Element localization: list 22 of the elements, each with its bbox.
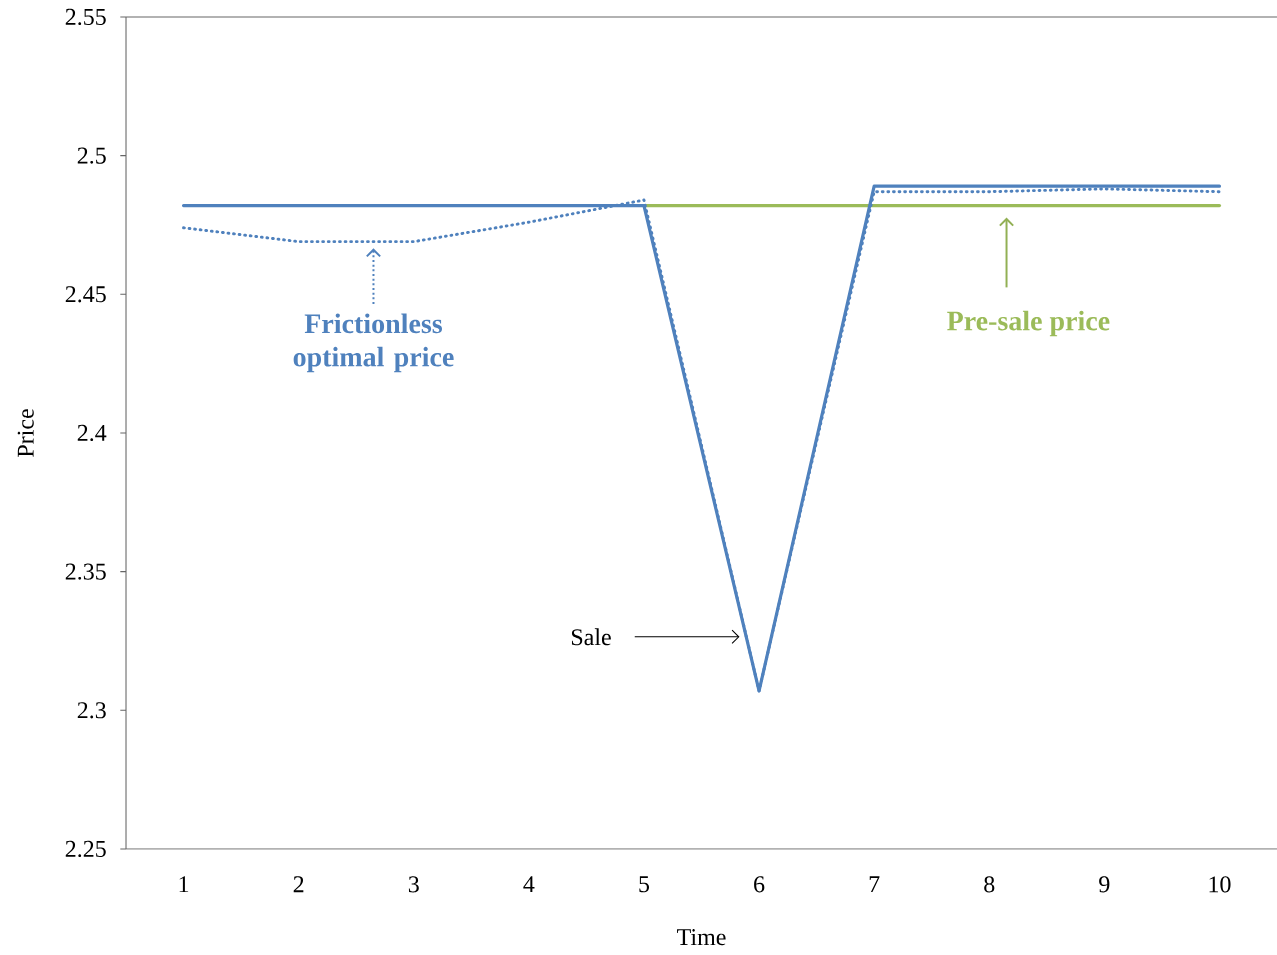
x-tick-label: 2 (293, 876, 304, 893)
x-axis-title: Time (677, 929, 726, 946)
y-tick-label: 2.35 (65, 563, 106, 580)
x-tick-label: 6 (754, 876, 765, 893)
x-tick-label: 9 (1099, 876, 1110, 893)
y-axis-title: Price (17, 409, 34, 457)
x-tick-label: 10 (1209, 876, 1231, 893)
annotation: Sale (571, 628, 611, 646)
x-tick-label: 5 (639, 876, 650, 893)
x-tick-label: 4 (523, 876, 535, 893)
y-tick-label: 2.25 (65, 840, 106, 858)
y-tick-label: 2.5 (77, 147, 106, 164)
y-tick-label: 2.3 (77, 702, 106, 719)
x-tick-label: 7 (869, 876, 880, 892)
x-tick-label: 3 (408, 876, 419, 893)
x-tick-label: 1 (179, 876, 189, 893)
annotation: Pre-sale price (947, 310, 1110, 337)
annotation: Frictionless optimal price (293, 313, 454, 373)
x-tick-label: 8 (984, 876, 995, 893)
y-tick-label: 2.55 (65, 8, 106, 26)
y-tick-label: 2.4 (77, 424, 107, 442)
y-tick-label: 2.45 (65, 286, 106, 303)
